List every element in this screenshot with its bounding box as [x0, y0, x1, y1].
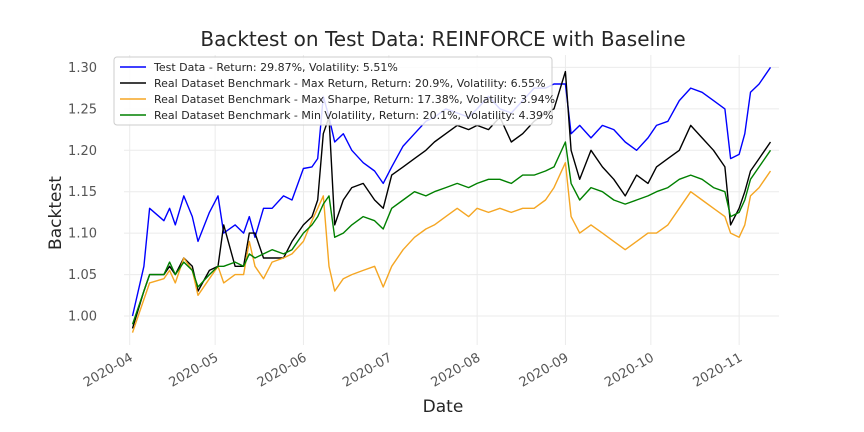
x-tick-label: 2020-10 [602, 350, 657, 390]
x-tick-label: 2020-06 [255, 350, 310, 390]
x-tick-label: 2020-09 [517, 350, 572, 390]
y-tick-label: 1.05 [68, 268, 97, 283]
legend-entry-label: Real Dataset Benchmark - Max Sharpe, Ret… [154, 93, 555, 106]
y-tick-label: 1.15 [68, 185, 97, 200]
y-tick-label: 1.25 [68, 102, 97, 117]
y-tick-label: 1.30 [68, 61, 97, 76]
legend: Test Data - Return: 29.87%, Volatility: … [113, 56, 555, 126]
y-tick-label: 1.00 [68, 310, 97, 325]
legend-entry-label: Real Dataset Benchmark - Min Volatility,… [154, 109, 553, 122]
x-tick-label: 2020-04 [81, 350, 136, 390]
y-tick-label: 1.20 [68, 144, 97, 159]
legend-entry-label: Real Dataset Benchmark - Max Return, Ret… [154, 77, 546, 90]
x-axis-label: Date [423, 397, 464, 417]
x-tick-label: 2020-08 [429, 350, 484, 390]
y-tick-label: 1.10 [68, 227, 97, 242]
y-axis-label: Backtest [46, 176, 66, 250]
series-line-2 [131, 70, 772, 329]
x-tick-label: 2020-11 [691, 350, 746, 390]
chart-title: Backtest on Test Data: REINFORCE with Ba… [200, 27, 685, 51]
x-tick-label: 2020-05 [167, 350, 222, 390]
series-line-4 [131, 141, 772, 325]
legend-entry-label: Test Data - Return: 29.87%, Volatility: … [153, 61, 398, 74]
series-line-3 [131, 162, 772, 333]
x-tick-label: 2020-07 [340, 350, 395, 390]
legend-box [113, 56, 553, 126]
